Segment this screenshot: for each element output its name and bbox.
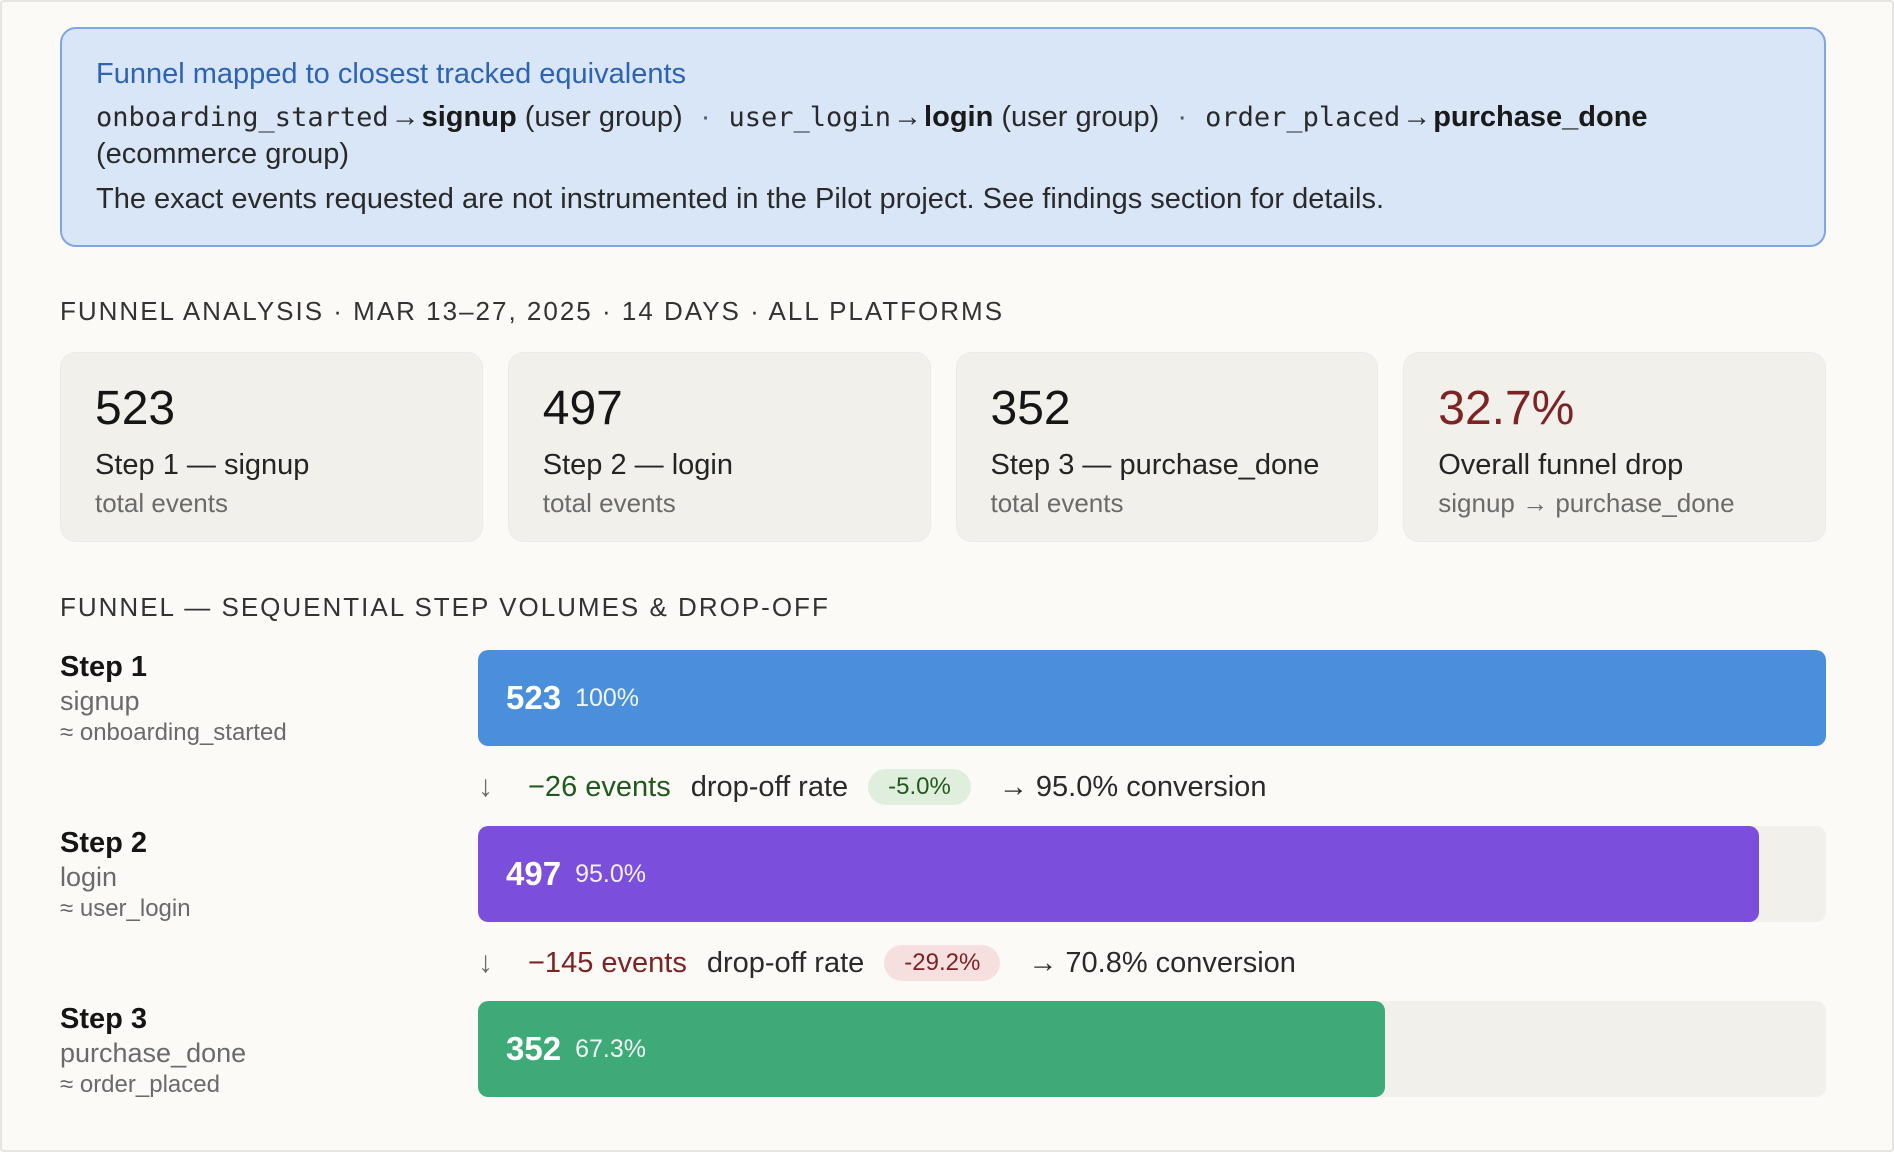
dropoff-label: drop-off rate <box>690 770 849 803</box>
kpi-card-step3: 352 Step 3 — purchase_done total events <box>955 352 1379 542</box>
bar-value-label: 523 <box>506 679 562 716</box>
step-title: Step 2 <box>60 827 148 859</box>
dropoff-events: −26 events <box>528 770 671 803</box>
funnel-track-2: 497 95.0% <box>478 826 1826 922</box>
kpi-value: 497 <box>542 382 623 435</box>
kpi-value: 32.7% <box>1438 382 1575 435</box>
notice-mappings: onboarding_started→signup (user group) ·… <box>96 99 1790 173</box>
bar-percent-label: 67.3% <box>575 1034 646 1063</box>
kpi-cards: 523 Step 1 — signup total events 497 Ste… <box>60 352 1826 542</box>
mapping-arrow-icon: → <box>390 101 420 133</box>
step-name: signup <box>60 686 140 716</box>
bar-value-label: 352 <box>506 1030 562 1067</box>
kpi-sublabel: signup → purchase_done <box>1438 488 1735 518</box>
step-title: Step 3 <box>60 1003 148 1035</box>
kpi-label: Step 1 — signup <box>95 449 310 481</box>
dropoff-label: drop-off rate <box>706 946 865 979</box>
mapping-arrow-icon: → <box>1402 101 1432 133</box>
kpi-label: Overall funnel drop <box>1438 449 1684 481</box>
mapping-target-event: purchase_done <box>1433 101 1648 133</box>
kpi-sublabel: total events <box>990 488 1124 518</box>
funnel-heading: FUNNEL — SEQUENTIAL STEP VOLUMES & DROP-… <box>60 592 830 622</box>
funnel-bar-signup: 523 100% <box>478 650 1826 746</box>
bar-percent-label: 100% <box>575 683 640 712</box>
funnel-track-1: 523 100% <box>478 650 1826 746</box>
down-arrow-icon: ↓ <box>478 770 493 803</box>
kpi-sublabel: total events <box>95 488 228 518</box>
notice-title: Funnel mapped to closest tracked equival… <box>96 58 687 90</box>
kpi-label: Step 2 — login <box>542 449 733 481</box>
step-label-1: Step 1 signup ≈ onboarding_started <box>60 650 287 748</box>
step-name: login <box>60 862 118 892</box>
notice-note: The exact events requested are not instr… <box>96 183 1385 215</box>
mapping-group: (user group) <box>1001 101 1160 133</box>
step-source-event: ≈ order_placed <box>60 1071 220 1098</box>
kpi-value: 352 <box>990 382 1071 435</box>
mapping-separator: · <box>1177 101 1188 133</box>
conversion-label: → 70.8% conversion <box>1028 946 1296 979</box>
mapping-notice: Funnel mapped to closest tracked equival… <box>60 27 1826 247</box>
dropoff-events: −145 events <box>528 946 687 979</box>
step-label-3: Step 3 purchase_done ≈ order_placed <box>60 1002 246 1100</box>
step-source-event: ≈ user_login <box>60 895 191 922</box>
kpi-card-overall-drop: 32.7% Overall funnel drop signup → purch… <box>1403 352 1826 542</box>
mapping-arrow-icon: → <box>893 101 923 133</box>
mapping-group: (ecommerce group) <box>96 138 350 170</box>
bar-value-label: 497 <box>506 855 562 892</box>
mapping-source-event: onboarding_started <box>96 102 389 133</box>
dropoff-rate-badge: -5.0% <box>868 769 971 805</box>
step-label-2: Step 2 login ≈ user_login <box>60 826 191 924</box>
bar-percent-label: 95.0% <box>575 859 646 888</box>
down-arrow-icon: ↓ <box>478 946 493 979</box>
dropoff-row-2: ↓ −145 events drop-off rate -29.2% → 70.… <box>478 941 1296 985</box>
dropoff-row-1: ↓ −26 events drop-off rate -5.0% → 95.0%… <box>478 765 1266 809</box>
kpi-card-step2: 497 Step 2 — login total events <box>507 352 931 542</box>
mapping-group: (user group) <box>524 101 683 133</box>
step-name: purchase_done <box>60 1038 247 1068</box>
conversion-label: → 95.0% conversion <box>998 770 1267 803</box>
funnel-track-3: 352 67.3% <box>478 1001 1826 1097</box>
step-source-event: ≈ onboarding_started <box>60 719 287 746</box>
step-title: Step 1 <box>60 651 148 683</box>
kpi-value: 523 <box>95 382 176 435</box>
funnel-bar-purchase-done: 352 67.3% <box>478 1001 1385 1097</box>
kpi-card-step1: 523 Step 1 — signup total events <box>60 352 483 542</box>
kpi-label: Step 3 — purchase_done <box>990 449 1320 481</box>
funnel-bar-login: 497 95.0% <box>478 826 1759 922</box>
analysis-heading: FUNNEL ANALYSIS · MAR 13–27, 2025 · 14 D… <box>60 296 1005 326</box>
mapping-target-event: login <box>924 101 994 133</box>
mapping-source-event: order_placed <box>1205 102 1401 133</box>
dropoff-rate-badge: -29.2% <box>884 945 1001 981</box>
mapping-target-event: signup <box>421 101 517 133</box>
kpi-sublabel: total events <box>542 488 676 518</box>
mapping-separator: · <box>700 101 711 133</box>
mapping-source-event: user_login <box>728 102 892 133</box>
